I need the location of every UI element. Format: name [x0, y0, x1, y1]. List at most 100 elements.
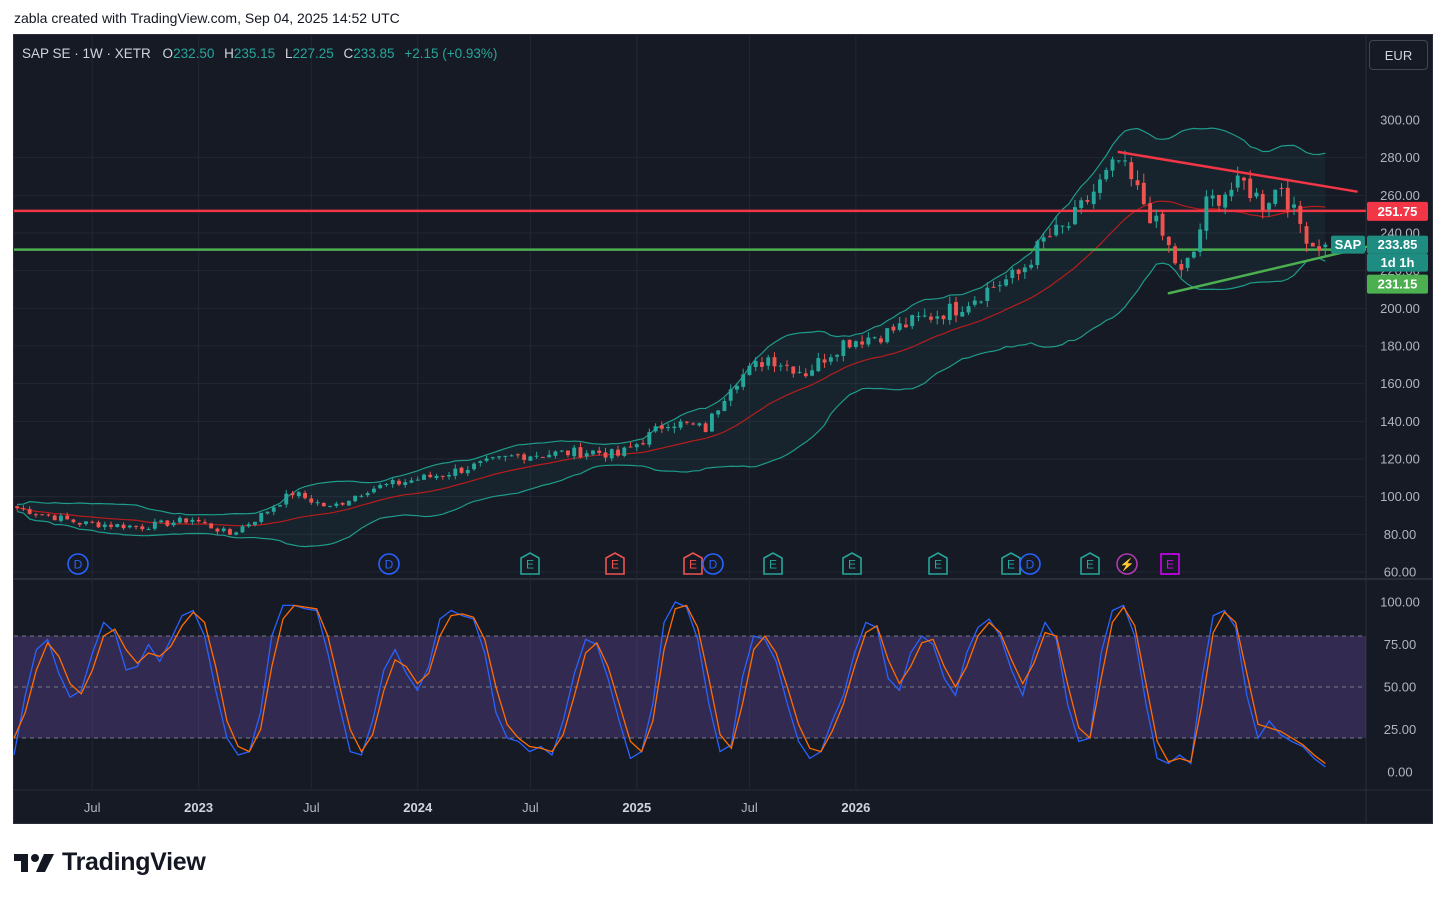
candle-body [215, 528, 220, 532]
price-tick-label: 160.00 [1380, 376, 1420, 391]
candle-body [1110, 159, 1115, 171]
split-event-marker[interactable]: ⚡ [1116, 553, 1138, 575]
candle-body [641, 443, 645, 445]
time-tick-label: 2025 [622, 800, 651, 815]
event-marker-outline [1001, 552, 1021, 575]
candle-body [1047, 236, 1052, 238]
earnings-upcoming-event-marker[interactable]: E [1160, 553, 1180, 575]
candle-body [1210, 195, 1215, 199]
candle-body [772, 357, 777, 367]
candle-body [1079, 200, 1084, 209]
candle-body [684, 421, 689, 423]
earnings-beat-event-marker[interactable]: E [842, 552, 862, 575]
dividend-event-marker[interactable]: D [67, 553, 89, 575]
candle-body [472, 463, 476, 470]
candle-body [1104, 169, 1109, 180]
time-tick-label: 2026 [841, 800, 870, 815]
candle-body [1310, 242, 1315, 247]
candle-body [904, 324, 908, 328]
ascending-trendline[interactable] [1167, 244, 1371, 295]
bollinger-lower [16, 257, 1326, 548]
event-marker-label: D [385, 558, 394, 572]
candle-body [1029, 264, 1034, 268]
symbol-tag: SAP [1335, 237, 1362, 252]
price-tick-label: 300.00 [1380, 113, 1420, 128]
close-label: C [343, 46, 354, 61]
earnings-beat-event-marker[interactable]: E [1080, 552, 1100, 575]
candle-body [121, 524, 126, 529]
candle-body [778, 365, 783, 367]
earnings-miss-event-marker[interactable]: E [605, 552, 625, 575]
candle-body [1054, 224, 1059, 236]
tradingview-brand[interactable]: TradingView [14, 848, 206, 877]
currency-button[interactable]: EUR [1369, 40, 1428, 70]
resistance-price-tag-bg [1367, 201, 1428, 221]
low-value: 227.25 [292, 46, 334, 61]
candle-body [96, 522, 101, 528]
event-marker-outline [1019, 553, 1041, 575]
candle-body [1267, 203, 1271, 210]
candle-body [1292, 204, 1296, 208]
candle-body [71, 519, 76, 523]
candle-body [753, 361, 758, 367]
earnings-miss-event-marker[interactable]: E [683, 552, 703, 575]
candle-body [816, 358, 821, 372]
candle-body [1173, 246, 1178, 264]
candle-body [603, 452, 608, 458]
candle-body [309, 498, 314, 503]
event-marker-outline [763, 552, 783, 575]
close-value: 233.85 [353, 46, 395, 61]
event-marker-label: E [1007, 558, 1015, 572]
candle-body [1123, 160, 1127, 162]
candle-body [891, 326, 896, 331]
candle-body [578, 447, 583, 458]
candle-body [1260, 194, 1265, 211]
change-value: +2.15 (+0.93%) [404, 46, 498, 61]
candle-body [234, 532, 239, 535]
earnings-beat-event-marker[interactable]: E [928, 552, 948, 575]
candle-body [127, 525, 132, 528]
price-tick-label: 80.00 [1384, 527, 1417, 542]
candle-body [390, 479, 395, 485]
candle-body [497, 456, 502, 458]
dividend-event-marker[interactable]: D [1019, 553, 1041, 575]
event-marker-outline [1160, 553, 1180, 575]
event-marker-label: E [769, 558, 777, 572]
candle-body [785, 364, 789, 366]
candle-body [77, 522, 82, 525]
candle-body [1204, 196, 1209, 231]
candle-body [1229, 189, 1234, 197]
candle-body [384, 484, 389, 486]
candle-body [109, 524, 113, 527]
earnings-beat-event-marker[interactable]: E [1001, 552, 1021, 575]
candle-body [810, 370, 814, 376]
earnings-beat-event-marker[interactable]: E [520, 552, 540, 575]
candle-body [1091, 191, 1096, 205]
candle-body [240, 526, 245, 533]
event-marker-label: E [1086, 558, 1094, 572]
candle-body [697, 423, 702, 426]
candle-body [1148, 203, 1152, 224]
candle-body [33, 514, 38, 516]
trendlines[interactable] [1117, 150, 1371, 295]
candle-body [177, 517, 182, 523]
descending-trendline[interactable] [1117, 150, 1358, 193]
candle-body [1010, 269, 1015, 278]
support-price-tag: 231.15 [1378, 277, 1418, 292]
event-marker-label: D [1026, 558, 1035, 572]
candle-body [434, 475, 439, 479]
candle-body [897, 323, 902, 330]
candle-body [397, 480, 401, 485]
event-markers[interactable]: D D E E E D E E E E D E ⚡ E [67, 552, 1180, 575]
candle-body [409, 480, 414, 483]
candle-body [1191, 251, 1196, 258]
dividend-event-marker[interactable]: D [702, 553, 724, 575]
candle-body [935, 316, 940, 319]
horizontal-levels[interactable] [14, 209, 1366, 251]
candle-body [616, 449, 620, 456]
earnings-beat-event-marker[interactable]: E [763, 552, 783, 575]
dividend-event-marker[interactable]: D [378, 553, 400, 575]
candle-body [878, 338, 883, 343]
candle-body [171, 522, 176, 526]
